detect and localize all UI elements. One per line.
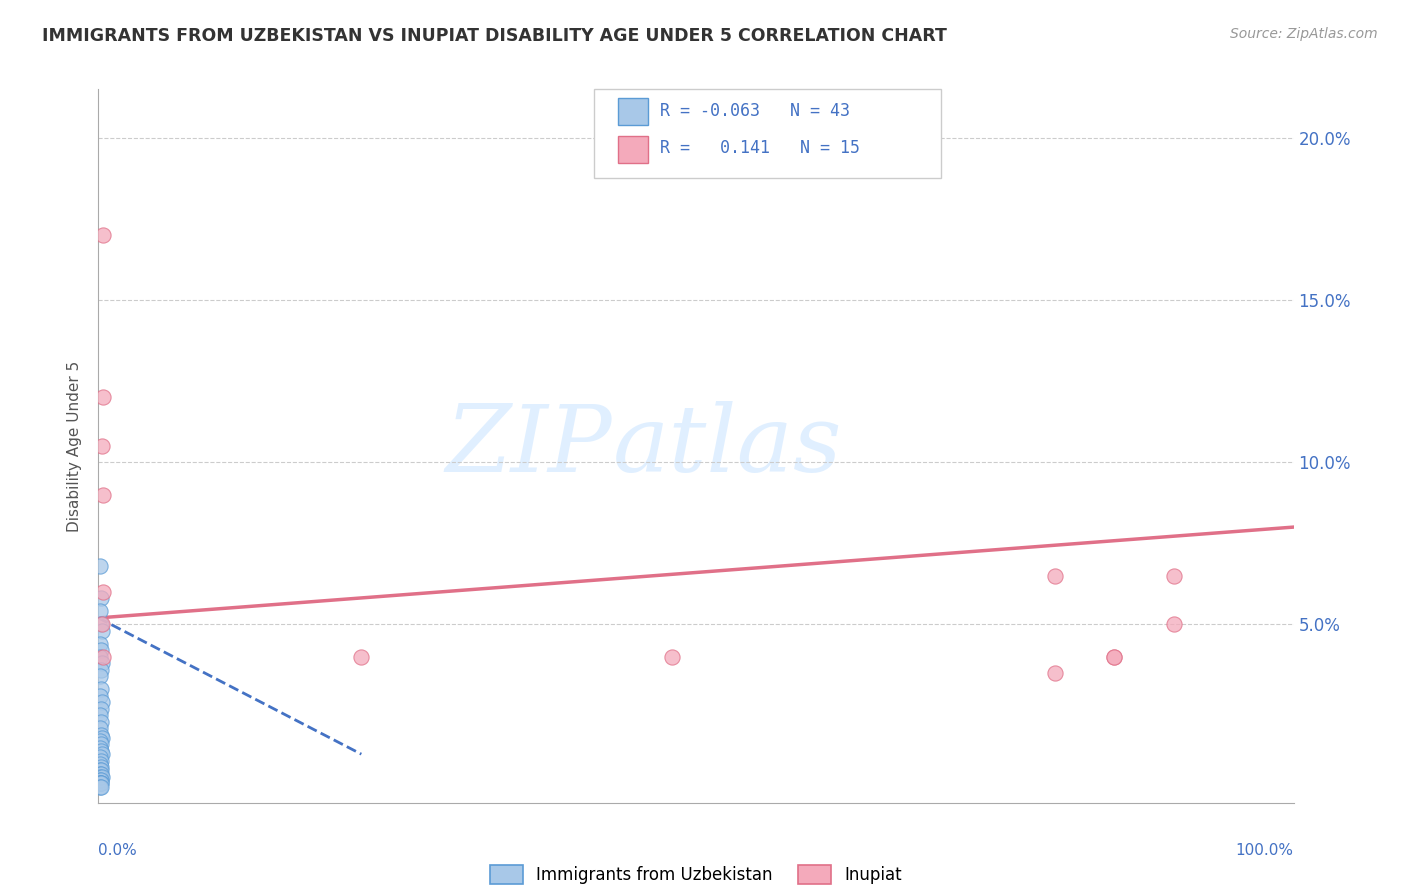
- Point: [91, 585, 114, 599]
- Point: [90, 776, 112, 790]
- Point: [89, 780, 111, 794]
- Point: [90, 682, 112, 697]
- Point: [90, 766, 112, 780]
- Point: [90, 702, 112, 716]
- Point: [89, 721, 111, 735]
- Point: [89, 637, 111, 651]
- Text: ZIP: ZIP: [446, 401, 613, 491]
- Point: [90, 754, 112, 768]
- Point: [90, 760, 112, 774]
- Point: [91, 649, 114, 664]
- Point: [89, 740, 111, 755]
- Point: [91, 390, 114, 404]
- Text: 0.0%: 0.0%: [98, 843, 138, 858]
- FancyBboxPatch shape: [595, 89, 941, 178]
- Text: 100.0%: 100.0%: [1236, 843, 1294, 858]
- Text: Source: ZipAtlas.com: Source: ZipAtlas.com: [1230, 27, 1378, 41]
- Point: [89, 750, 111, 764]
- Point: [1102, 649, 1125, 664]
- Point: [89, 649, 111, 664]
- Point: [89, 669, 111, 683]
- Point: [90, 764, 112, 778]
- Point: [1043, 666, 1066, 681]
- Point: [89, 776, 111, 790]
- Point: [91, 657, 114, 671]
- Point: [90, 591, 112, 606]
- Point: [661, 649, 683, 664]
- Point: [1163, 568, 1185, 582]
- Point: [89, 559, 111, 574]
- Point: [91, 695, 114, 709]
- Point: [90, 744, 112, 758]
- Point: [89, 734, 111, 748]
- Point: [91, 624, 114, 638]
- Point: [91, 228, 114, 243]
- Point: [91, 439, 114, 453]
- Bar: [619, 98, 648, 125]
- Point: [90, 780, 112, 794]
- Point: [1102, 649, 1125, 664]
- Point: [90, 738, 112, 752]
- Point: [91, 747, 114, 761]
- Point: [91, 488, 114, 502]
- Point: [89, 756, 111, 771]
- Bar: [619, 136, 648, 162]
- Point: [90, 643, 112, 657]
- Point: [90, 714, 112, 729]
- Point: [90, 617, 112, 632]
- Point: [91, 731, 114, 745]
- Legend: Immigrants from Uzbekistan, Inupiat: Immigrants from Uzbekistan, Inupiat: [484, 858, 908, 891]
- Point: [91, 770, 114, 784]
- Point: [1043, 568, 1066, 582]
- Point: [89, 773, 111, 788]
- Point: [89, 766, 111, 780]
- Point: [90, 773, 112, 788]
- Y-axis label: Disability Age Under 5: Disability Age Under 5: [67, 360, 83, 532]
- Text: R = -0.063   N = 43: R = -0.063 N = 43: [661, 102, 851, 120]
- Point: [90, 663, 112, 677]
- Point: [89, 770, 111, 784]
- Text: R =   0.141   N = 15: R = 0.141 N = 15: [661, 139, 860, 157]
- Point: [89, 708, 111, 723]
- Text: atlas: atlas: [613, 401, 842, 491]
- Point: [350, 649, 373, 664]
- Point: [89, 764, 111, 778]
- Point: [90, 776, 112, 790]
- Point: [89, 776, 111, 790]
- Text: IMMIGRANTS FROM UZBEKISTAN VS INUPIAT DISABILITY AGE UNDER 5 CORRELATION CHART: IMMIGRANTS FROM UZBEKISTAN VS INUPIAT DI…: [42, 27, 948, 45]
- Point: [89, 689, 111, 703]
- Point: [1163, 617, 1185, 632]
- Point: [91, 617, 114, 632]
- Point: [90, 728, 112, 742]
- Point: [89, 604, 111, 618]
